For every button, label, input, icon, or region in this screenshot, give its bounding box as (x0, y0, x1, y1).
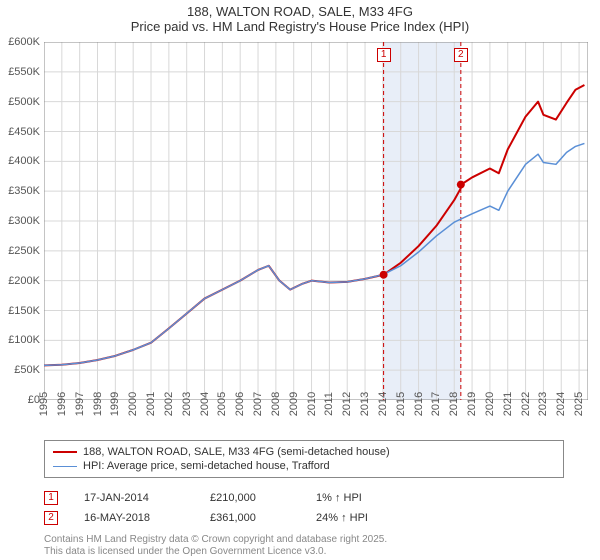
x-tick-label: 2007 (252, 392, 264, 416)
y-tick-label: £300K (8, 215, 40, 227)
sale-marker: 1 (44, 491, 58, 505)
x-tick-label: 2009 (288, 392, 300, 416)
y-tick-label: £400K (8, 155, 40, 167)
title-subtitle: Price paid vs. HM Land Registry's House … (10, 19, 590, 34)
y-tick-label: £600K (8, 36, 40, 48)
x-tick-label: 2021 (502, 392, 514, 416)
title-address: 188, WALTON ROAD, SALE, M33 4FG (10, 4, 590, 19)
sale-row: 1 17-JAN-2014 £210,000 1% ↑ HPI (44, 488, 564, 508)
x-tick-label: 2015 (395, 392, 407, 416)
sale-marker-flag: 1 (377, 48, 391, 62)
x-tick-label: 2016 (413, 392, 425, 416)
x-tick-label: 2001 (145, 392, 157, 416)
sale-pct: 1% ↑ HPI (316, 492, 416, 504)
y-tick-label: £250K (8, 245, 40, 257)
y-tick-label: £100K (8, 334, 40, 346)
x-tick-label: 1997 (74, 392, 86, 416)
sales-table: 1 17-JAN-2014 £210,000 1% ↑ HPI 2 16-MAY-2018… (44, 488, 564, 528)
y-tick-label: £500K (8, 96, 40, 108)
footer-attribution: Contains HM Land Registry data © Crown c… (44, 534, 387, 558)
x-tick-label: 2018 (448, 392, 460, 416)
legend-box: 188, WALTON ROAD, SALE, M33 4FG (semi-de… (44, 440, 564, 478)
x-tick-label: 2004 (199, 392, 211, 416)
x-tick-label: 2012 (341, 392, 353, 416)
x-tick-label: 2010 (306, 392, 318, 416)
x-tick-label: 2024 (555, 392, 567, 416)
sale-pct: 24% ↑ HPI (316, 512, 416, 524)
x-tick-label: 2013 (359, 392, 371, 416)
x-tick-label: 1996 (56, 392, 68, 416)
legend-swatch (53, 451, 77, 453)
x-tick-label: 2000 (127, 392, 139, 416)
y-tick-label: £150K (8, 305, 40, 317)
x-tick-label: 2014 (377, 392, 389, 416)
x-tick-label: 2023 (537, 392, 549, 416)
x-tick-label: 1998 (92, 392, 104, 416)
x-tick-label: 2008 (270, 392, 282, 416)
sale-marker: 2 (44, 511, 58, 525)
sale-date: 16-MAY-2018 (84, 512, 184, 524)
y-tick-label: £200K (8, 275, 40, 287)
x-tick-label: 2011 (323, 392, 335, 416)
chart-container: 188, WALTON ROAD, SALE, M33 4FG Price pa… (0, 0, 600, 560)
x-tick-label: 1995 (38, 392, 50, 416)
sale-price: £210,000 (210, 492, 290, 504)
legend-swatch (53, 466, 77, 467)
x-tick-label: 1999 (109, 392, 121, 416)
x-tick-label: 2019 (466, 392, 478, 416)
footer-line2: This data is licensed under the Open Gov… (44, 546, 387, 558)
x-tick-label: 2005 (216, 392, 228, 416)
chart-area: £0£50K£100K£150K£200K£250K£300K£350K£400… (44, 42, 588, 400)
legend-label: HPI: Average price, semi-detached house,… (83, 460, 330, 472)
legend-label: 188, WALTON ROAD, SALE, M33 4FG (semi-de… (83, 446, 390, 458)
chart-svg (44, 42, 588, 400)
x-tick-label: 2006 (234, 392, 246, 416)
sale-price: £361,000 (210, 512, 290, 524)
title-block: 188, WALTON ROAD, SALE, M33 4FG Price pa… (0, 0, 600, 36)
x-tick-label: 2017 (430, 392, 442, 416)
y-tick-label: £50K (14, 364, 40, 376)
x-tick-label: 2020 (484, 392, 496, 416)
x-tick-label: 2022 (520, 392, 532, 416)
sale-row: 2 16-MAY-2018 £361,000 24% ↑ HPI (44, 508, 564, 528)
legend-item: HPI: Average price, semi-detached house,… (53, 459, 555, 473)
y-tick-label: £350K (8, 185, 40, 197)
x-tick-label: 2002 (163, 392, 175, 416)
sale-marker-flag: 2 (454, 48, 468, 62)
sale-date: 17-JAN-2014 (84, 492, 184, 504)
y-tick-label: £550K (8, 66, 40, 78)
x-tick-label: 2003 (181, 392, 193, 416)
footer-line1: Contains HM Land Registry data © Crown c… (44, 534, 387, 546)
x-tick-label: 2025 (573, 392, 585, 416)
y-tick-label: £450K (8, 126, 40, 138)
legend-item: 188, WALTON ROAD, SALE, M33 4FG (semi-de… (53, 445, 555, 459)
